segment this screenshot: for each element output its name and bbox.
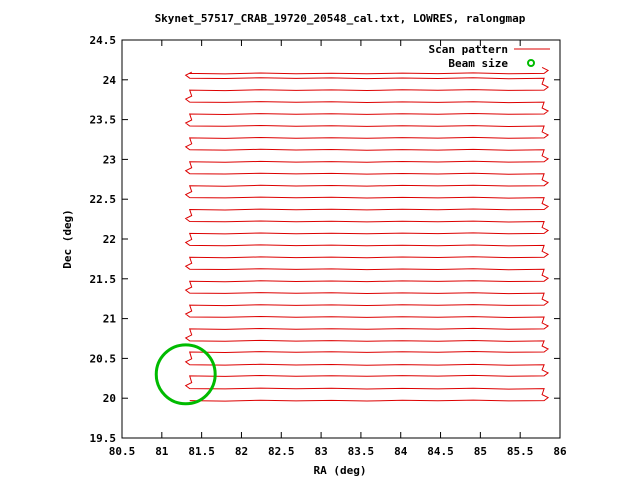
y-tick-label: 23	[103, 153, 116, 166]
legend-label-scan-pattern: Scan pattern	[429, 43, 508, 56]
y-tick-label: 24	[103, 74, 117, 87]
x-tick-label: 82.5	[268, 445, 295, 458]
y-tick-label: 24.5	[90, 34, 117, 47]
y-tick-label: 21	[103, 313, 117, 326]
y-axis-label: Dec (deg)	[61, 209, 74, 269]
x-tick-label: 84	[394, 445, 408, 458]
x-tick-label: 85	[474, 445, 487, 458]
y-tick-label: 19.5	[90, 432, 117, 445]
y-tick-label: 23.5	[90, 114, 117, 127]
series-layer	[154, 66, 550, 406]
scan-pattern-line	[184, 66, 550, 402]
plot-border	[121, 39, 561, 439]
legend-swatch-beam-size	[527, 59, 535, 67]
y-tick-label: 22	[103, 233, 116, 246]
legend-label-beam-size: Beam size	[448, 57, 508, 70]
y-axis: 19.5 20 20.5 21 21.5 22 22.5 23 23.5 24 24.5	[90, 34, 560, 445]
x-tick-label: 85.5	[507, 445, 534, 458]
chart-title: Skynet_57517_CRAB_19720_20548_cal.txt, L…	[155, 12, 526, 25]
x-tick-label: 81	[155, 445, 169, 458]
x-tick-label: 83	[314, 445, 327, 458]
x-axis: 80.5 81 81.5 82 82.5 83 83.5 84 84.5 85 85.5 86	[109, 40, 567, 458]
legend: Scan pattern Beam size	[429, 43, 550, 70]
x-tick-label: 80.5	[109, 445, 136, 458]
x-tick-label: 81.5	[188, 445, 215, 458]
x-tick-label: 86	[553, 445, 567, 458]
plot-area	[121, 39, 561, 439]
y-tick-label: 22.5	[90, 193, 117, 206]
y-tick-label: 21.5	[90, 273, 117, 286]
x-tick-label: 82	[235, 445, 248, 458]
x-axis-label: RA (deg)	[314, 464, 367, 477]
y-tick-label: 20.5	[90, 352, 117, 365]
x-tick-label: 83.5	[348, 445, 375, 458]
beam-size-circle	[154, 343, 217, 406]
x-tick-label: 84.5	[427, 445, 454, 458]
y-tick-label: 20	[103, 392, 116, 405]
